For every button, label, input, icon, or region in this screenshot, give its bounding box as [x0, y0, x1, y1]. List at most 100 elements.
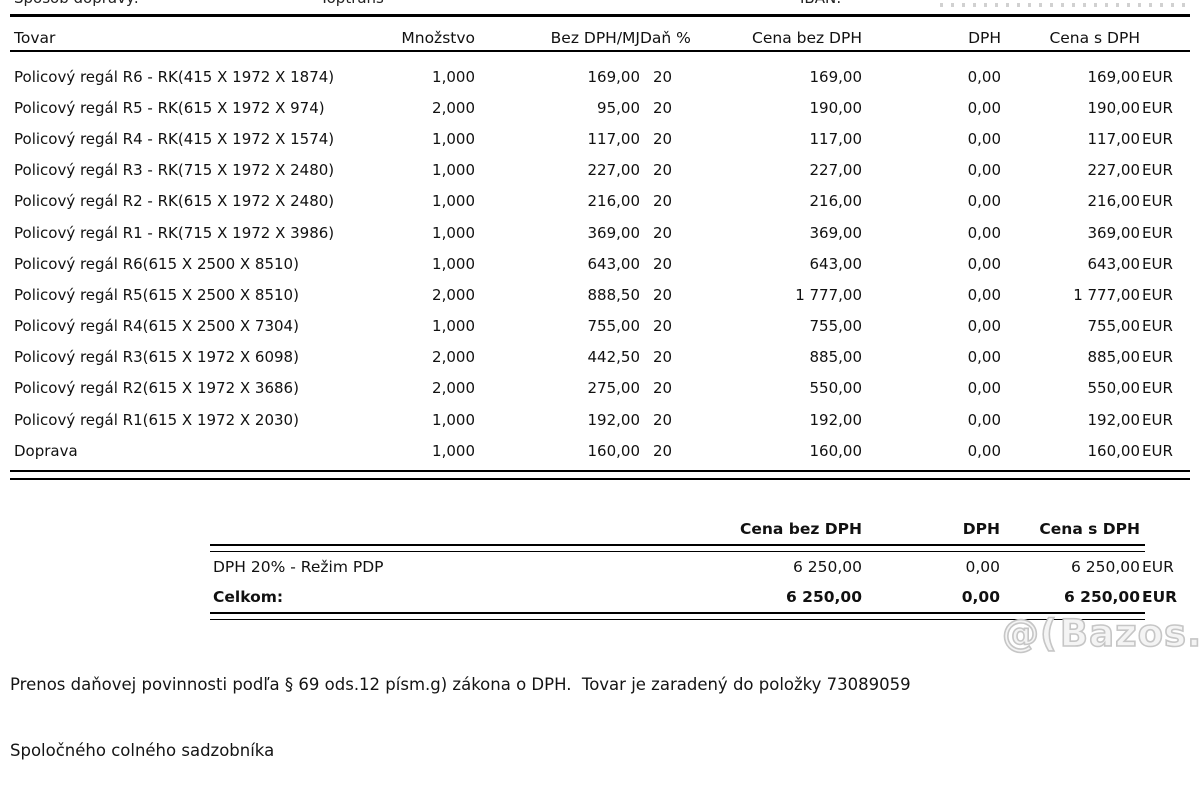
bazos-watermark-text: Bazos.sk: [1059, 611, 1200, 656]
cell-cena-s-dph: 755,00: [1087, 317, 1141, 336]
table-row: Policový regál R6 - RK(415 X 1972 X 1874…: [0, 61, 1200, 92]
totals-header-row: Cena bez DPH DPH Cena s DPH: [210, 506, 1172, 544]
cell-bez-dph-mj: 275,00: [587, 379, 641, 398]
cell-tovar: Policový regál R4 - RK(415 X 1972 X 1574…: [14, 129, 335, 148]
cell-cena-s-dph: 643,00: [1087, 254, 1141, 273]
cell-cena-bez-dph: 369,00: [809, 223, 863, 242]
cell-dph: 0,00: [967, 129, 1001, 148]
table-row: Policový regál R2(615 X 1972 X 3686) 2,0…: [0, 373, 1200, 404]
cell-dph: 0,00: [967, 317, 1001, 336]
cell-cena-s-dph: 190,00: [1087, 98, 1141, 117]
col-header-cena-s-dph: Cena s DPH: [1049, 29, 1140, 47]
bazos-watermark: @(Bazos.sk: [1001, 611, 1200, 656]
cell-dan: 20: [653, 223, 673, 242]
cell-cena-s-dph: 216,00: [1087, 192, 1141, 211]
cell-dph: 0,00: [967, 192, 1001, 211]
col-header-bez-dph-mj: Bez DPH/MJ: [550, 29, 640, 47]
cell-bez-dph-mj: 169,00: [587, 67, 641, 86]
cell-dan: 20: [653, 129, 673, 148]
cell-dan: 20: [653, 254, 673, 273]
table-row: Policový regál R2 - RK(615 X 1972 X 2480…: [0, 186, 1200, 217]
cell-currency: EUR: [1142, 129, 1173, 148]
totals-cell-cena-s-dph: 6 250,00: [1064, 588, 1140, 607]
bazos-logo-icon: @(: [1001, 611, 1058, 656]
cell-mnozstvo: 2,000: [432, 348, 475, 367]
cell-bez-dph-mj: 643,00: [587, 254, 641, 273]
cell-dph: 0,00: [967, 67, 1001, 86]
totals-bottom-rule: [210, 612, 1145, 621]
iban-value-redacted: [940, 3, 1188, 7]
cell-mnozstvo: 1,000: [432, 441, 475, 460]
cell-dan: 20: [653, 379, 673, 398]
totals-cell-cena-s-dph: 6 250,00: [1070, 558, 1140, 577]
cell-tovar: Policový regál R5(615 X 2500 X 8510): [14, 285, 299, 304]
totals-row-label: Celkom:: [213, 588, 284, 607]
cell-tovar: Policový regál R6(615 X 2500 X 8510): [14, 254, 299, 273]
cell-dan: 20: [653, 192, 673, 211]
totals-cell-cena-bez-dph: 6 250,00: [792, 558, 862, 577]
cell-dan: 20: [653, 67, 673, 86]
cell-bez-dph-mj: 216,00: [587, 192, 641, 211]
cell-bez-dph-mj: 888,50: [587, 285, 641, 304]
cell-mnozstvo: 1,000: [432, 161, 475, 180]
cell-dph: 0,00: [967, 285, 1001, 304]
cell-cena-bez-dph: 117,00: [809, 129, 863, 148]
table-row: Policový regál R5 - RK(615 X 1972 X 974)…: [0, 92, 1200, 123]
cell-dph: 0,00: [967, 379, 1001, 398]
cell-currency: EUR: [1142, 161, 1173, 180]
col-header-cena-bez-dph: Cena bez DPH: [752, 29, 862, 47]
cell-dph: 0,00: [967, 98, 1001, 117]
cell-mnozstvo: 1,000: [432, 129, 475, 148]
totals-header-cena-s-dph: Cena s DPH: [1039, 520, 1140, 539]
cell-cena-bez-dph: 160,00: [809, 441, 863, 460]
cell-dan: 20: [653, 441, 673, 460]
cell-tovar: Policový regál R2(615 X 1972 X 3686): [14, 379, 299, 398]
cell-mnozstvo: 1,000: [432, 192, 475, 211]
totals-row: DPH 20% - Režim PDP 6 250,00 0,00 6 250,…: [210, 552, 1174, 582]
totals-header-dph: DPH: [962, 520, 1000, 539]
table-header-row: Tovar Množstvo Bez DPH/MJ Daň % Cena bez…: [0, 17, 1200, 50]
cell-mnozstvo: 2,000: [432, 379, 475, 398]
cell-dph: 0,00: [967, 441, 1001, 460]
cell-dan: 20: [653, 161, 673, 180]
totals-rows: DPH 20% - Režim PDP 6 250,00 0,00 6 250,…: [210, 552, 1177, 612]
table-row: Policový regál R3(615 X 1972 X 6098) 2,0…: [0, 342, 1200, 373]
col-header-mnozstvo: Množstvo: [401, 29, 475, 47]
cell-bez-dph-mj: 95,00: [597, 98, 640, 117]
totals-cell-currency: EUR: [1142, 558, 1174, 577]
cell-cena-bez-dph: 192,00: [809, 410, 863, 429]
totals-section: Cena bez DPH DPH Cena s DPH DPH 20% - Re…: [210, 506, 1177, 621]
cell-dan: 20: [653, 410, 673, 429]
cell-cena-bez-dph: 227,00: [809, 161, 863, 180]
cell-cena-s-dph: 117,00: [1087, 129, 1141, 148]
totals-cell-dph: 0,00: [965, 558, 1000, 577]
cell-tovar: Policový regál R5 - RK(615 X 1972 X 974): [14, 98, 325, 117]
cell-cena-s-dph: 227,00: [1087, 161, 1141, 180]
cell-cena-s-dph: 192,00: [1087, 410, 1141, 429]
cell-mnozstvo: 1,000: [432, 254, 475, 273]
cell-cena-s-dph: 1 777,00: [1073, 285, 1140, 304]
cell-bez-dph-mj: 369,00: [587, 223, 641, 242]
cell-currency: EUR: [1142, 67, 1173, 86]
totals-cell-cena-bez-dph: 6 250,00: [786, 588, 862, 607]
cell-mnozstvo: 2,000: [432, 98, 475, 117]
cell-tovar: Policový regál R3 - RK(715 X 1972 X 2480…: [14, 161, 335, 180]
cell-dph: 0,00: [967, 223, 1001, 242]
cell-currency: EUR: [1142, 254, 1173, 273]
table-header-rule: [10, 50, 1190, 52]
col-header-tovar: Tovar: [14, 29, 56, 47]
table-top-rule: [10, 14, 1190, 17]
cell-bez-dph-mj: 192,00: [587, 410, 641, 429]
table-row: Policový regál R5(615 X 2500 X 8510) 2,0…: [0, 279, 1200, 310]
cell-dph: 0,00: [967, 161, 1001, 180]
table-row: Policový regál R4(615 X 2500 X 7304) 1,0…: [0, 311, 1200, 342]
cell-cena-bez-dph: 550,00: [809, 379, 863, 398]
col-header-dph: DPH: [968, 29, 1001, 47]
tax-note-line-1: Prenos daňovej povinnosti podľa § 69 ods…: [10, 675, 911, 695]
cell-bez-dph-mj: 442,50: [587, 348, 641, 367]
table-row: Doprava 1,000 160,00 20 160,00 0,00 160,…: [0, 435, 1200, 466]
cell-cena-bez-dph: 216,00: [809, 192, 863, 211]
cell-bez-dph-mj: 117,00: [587, 129, 641, 148]
shipping-method-label: Spôsob dopravy:: [14, 0, 139, 7]
